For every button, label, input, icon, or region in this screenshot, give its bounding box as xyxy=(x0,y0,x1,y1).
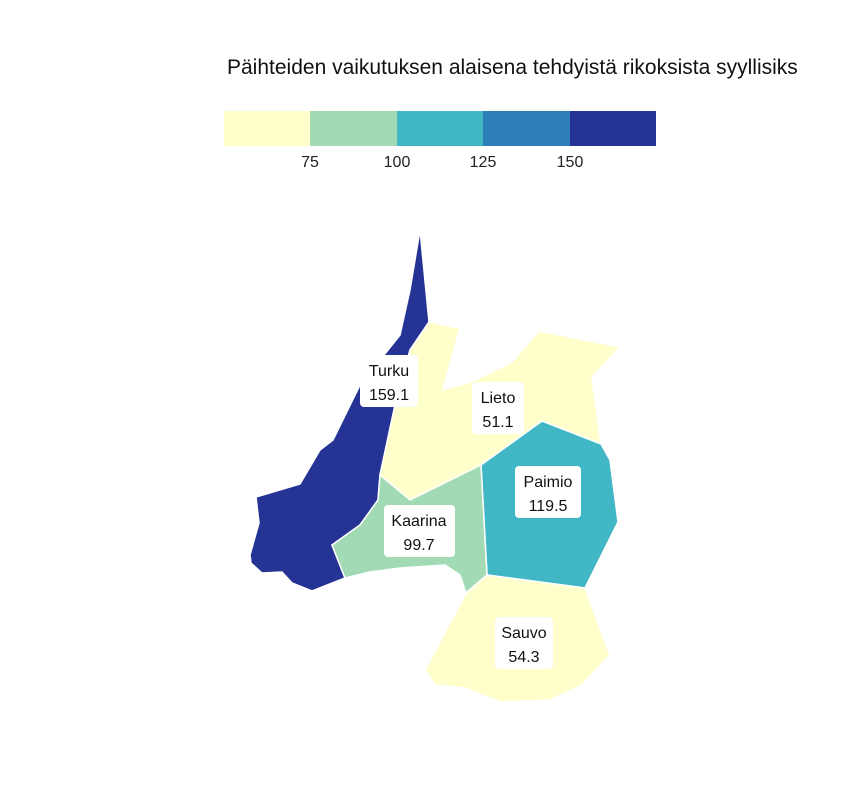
region-value: 159.1 xyxy=(369,387,409,404)
legend-swatch xyxy=(224,111,311,146)
map-title: Päihteiden vaikutuksen alaisena tehdyist… xyxy=(227,56,798,79)
region-name: Sauvo xyxy=(501,625,546,642)
legend-tick: 150 xyxy=(556,154,584,171)
region-name: Kaarina xyxy=(391,513,446,530)
legend-swatch xyxy=(569,111,657,146)
region-label: Sauvo 54.3 xyxy=(495,617,553,669)
region-name: Turku xyxy=(369,363,409,380)
region-name: Paimio xyxy=(524,474,573,491)
region-label: Turku 159.1 xyxy=(360,355,418,407)
region-name: Lieto xyxy=(481,390,516,407)
region-value: 51.1 xyxy=(482,414,513,431)
color-legend xyxy=(224,111,657,146)
legend-swatch xyxy=(310,111,397,146)
legend-tick: 75 xyxy=(301,154,319,171)
region-label: Kaarina 99.7 xyxy=(384,505,455,557)
region-value: 119.5 xyxy=(529,498,568,515)
legend-swatch xyxy=(483,111,570,146)
legend-tick: 125 xyxy=(469,154,497,171)
region-label: Paimio 119.5 xyxy=(515,466,581,518)
region-value: 54.3 xyxy=(508,649,539,666)
legend-tick: 100 xyxy=(383,154,411,171)
legend-swatch xyxy=(396,111,484,146)
region-value: 99.7 xyxy=(403,537,434,554)
region-label: Lieto 51.1 xyxy=(472,382,524,434)
